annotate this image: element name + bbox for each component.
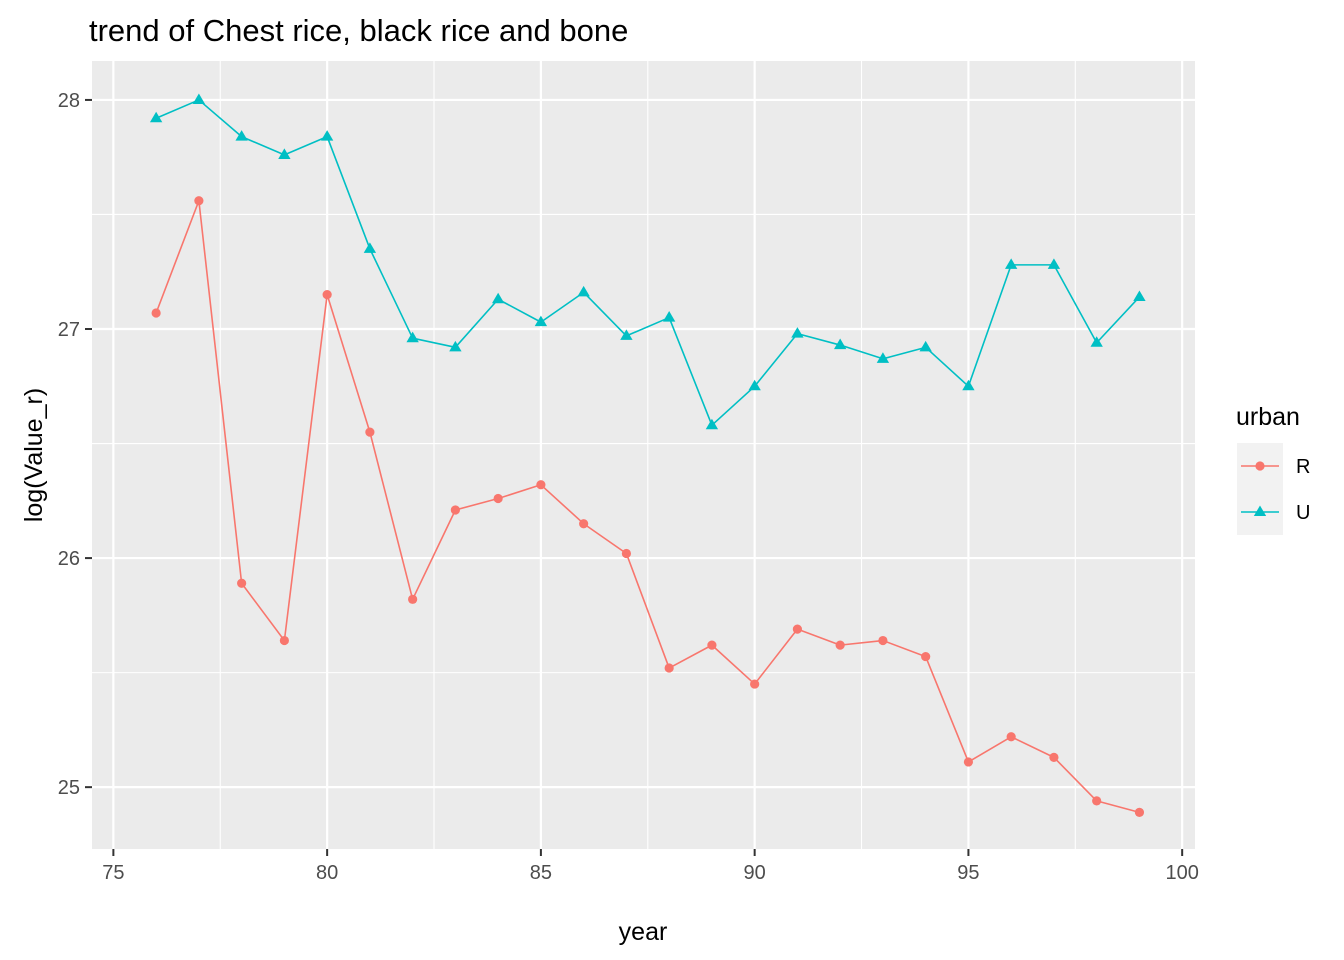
y-axis-title: log(Value_r) xyxy=(20,388,48,522)
data-point-R xyxy=(621,548,631,559)
data-point-R xyxy=(750,679,760,689)
data-point-U xyxy=(577,285,590,297)
legend-label-R: R xyxy=(1296,456,1310,478)
data-point-R xyxy=(279,635,289,646)
series-line-U xyxy=(155,99,1141,427)
data-point-R xyxy=(921,651,931,662)
legend-key-marker-U xyxy=(1253,505,1267,517)
legend-title: urban xyxy=(1236,403,1300,431)
data-point-U xyxy=(620,329,633,340)
legend-label-U: U xyxy=(1296,502,1310,524)
legend-key-marker-R xyxy=(1255,461,1265,471)
data-point-R xyxy=(450,505,460,515)
series-lines xyxy=(155,99,1141,814)
data-point-U xyxy=(534,315,548,327)
data-point-R xyxy=(835,640,845,650)
data-point-U xyxy=(363,242,377,253)
data-point-R xyxy=(322,290,332,300)
data-point-U xyxy=(449,340,462,352)
data-point-R xyxy=(1092,796,1102,806)
y-axis: 25 26 27 28 xyxy=(58,90,92,799)
chart-title: trend of Chest rice, black rice and bone xyxy=(89,13,628,48)
data-point-U xyxy=(235,130,248,141)
data-point-R xyxy=(963,757,974,767)
minor-gridlines xyxy=(92,61,1195,849)
data-point-R xyxy=(237,578,247,588)
series-markers xyxy=(149,93,1146,817)
data-point-U xyxy=(192,93,206,104)
data-point-U xyxy=(833,338,847,350)
data-point-U xyxy=(1004,258,1018,269)
data-point-R xyxy=(493,493,503,504)
x-tick-label: 75 xyxy=(102,862,124,884)
data-point-U xyxy=(662,311,676,322)
data-point-U xyxy=(1090,336,1103,347)
y-tick-label: 25 xyxy=(58,777,80,799)
plot-panel xyxy=(92,61,1195,849)
data-point-R xyxy=(878,635,888,646)
data-point-U xyxy=(320,130,334,141)
x-tick-label: 85 xyxy=(530,862,552,884)
data-point-U xyxy=(149,111,163,123)
data-point-R xyxy=(151,308,161,318)
legend: urban R U xyxy=(1236,403,1310,535)
data-point-R xyxy=(664,663,674,673)
data-point-R xyxy=(365,427,375,437)
data-point-R xyxy=(1006,732,1016,742)
data-point-U xyxy=(705,418,719,430)
data-point-U xyxy=(962,379,975,391)
data-point-R xyxy=(1049,752,1059,762)
data-point-U xyxy=(491,292,505,304)
data-point-R xyxy=(194,196,204,206)
data-point-U xyxy=(748,379,761,391)
y-tick-label: 27 xyxy=(58,319,80,341)
x-tick-label: 80 xyxy=(316,862,338,884)
x-axis: 75 80 85 90 95 100 xyxy=(102,849,1199,884)
data-point-U xyxy=(919,340,932,352)
data-point-R xyxy=(1134,807,1145,817)
data-point-U xyxy=(1133,290,1146,301)
data-point-U xyxy=(278,148,291,159)
x-tick-label: 90 xyxy=(744,862,766,884)
data-point-R xyxy=(579,519,589,529)
data-point-U xyxy=(406,331,419,343)
x-axis-title: year xyxy=(619,918,668,946)
legend-key-background xyxy=(1237,443,1283,535)
x-tick-label: 100 xyxy=(1165,862,1198,884)
y-tick-label: 26 xyxy=(58,548,80,570)
y-tick-label: 28 xyxy=(58,90,80,112)
data-point-R xyxy=(792,624,803,634)
data-point-U xyxy=(876,352,890,363)
data-point-R xyxy=(536,480,546,490)
data-point-U xyxy=(791,327,804,338)
x-tick-label: 95 xyxy=(957,862,979,884)
data-point-R xyxy=(707,640,717,650)
data-point-U xyxy=(1047,258,1061,269)
data-point-R xyxy=(408,594,418,604)
series-line-R xyxy=(155,199,1140,814)
